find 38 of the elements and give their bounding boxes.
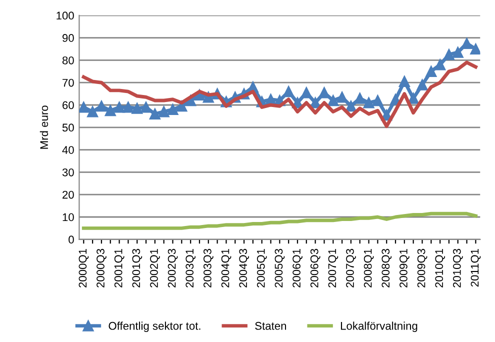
y-tick-label: 80 xyxy=(62,56,74,64)
x-tick-label: 2006Q1 xyxy=(292,248,302,288)
x-tick-label: 2000Q1 xyxy=(78,248,89,288)
x-tick-label: 2011Q1 xyxy=(470,248,481,287)
x-tick-label: 2002Q1 xyxy=(150,248,160,288)
y-tick-label: 60 xyxy=(62,101,74,110)
x-tick-label: 2005Q3 xyxy=(274,248,285,288)
x-tick-label: 2004Q3 xyxy=(239,248,250,288)
y-tick-label: 0 xyxy=(68,236,74,244)
legend-label: Lokalförvaltning xyxy=(340,322,418,332)
x-tick-label: 2009Q3 xyxy=(417,248,428,288)
y-tick-label: 40 xyxy=(62,146,74,154)
y-axis-title: Mrd euro xyxy=(40,106,48,149)
x-tick-label: 2010Q3 xyxy=(452,248,463,288)
x-tick-label: 2004Q1 xyxy=(221,248,232,288)
x-tick-label: 2008Q1 xyxy=(364,248,374,288)
y-tick-label: 50 xyxy=(62,124,74,132)
x-tick-label: 2003Q3 xyxy=(204,248,214,288)
x-tick-label: 2003Q1 xyxy=(186,248,196,288)
x-tick-label: 2009Q1 xyxy=(400,248,410,288)
y-tick-label: 10 xyxy=(62,213,74,222)
x-tick-label: 2007Q1 xyxy=(328,248,338,288)
y-tick-label: 30 xyxy=(62,168,74,176)
x-tick-label: 2000Q3 xyxy=(96,248,106,288)
y-tick-label: 20 xyxy=(62,190,74,199)
x-tick-label: 2002Q3 xyxy=(168,248,178,288)
x-tick-label: 2005Q1 xyxy=(256,248,267,288)
legend-label: Staten xyxy=(255,322,286,330)
x-tick-label: 2001Q3 xyxy=(132,248,142,288)
y-tick-label: 70 xyxy=(62,78,74,87)
y-tick-label: 100 xyxy=(56,12,74,20)
x-tick-label: 2010Q1 xyxy=(435,248,446,288)
x-tick-label: 2001Q1 xyxy=(114,248,124,288)
y-tick-label: 90 xyxy=(62,34,74,42)
legend-label: Offentlig sektor tot. xyxy=(108,322,200,332)
x-tick-label: 2006Q3 xyxy=(310,248,320,288)
x-tick-label: 2008Q3 xyxy=(382,248,392,288)
x-tick-label: 2007Q3 xyxy=(346,248,356,288)
